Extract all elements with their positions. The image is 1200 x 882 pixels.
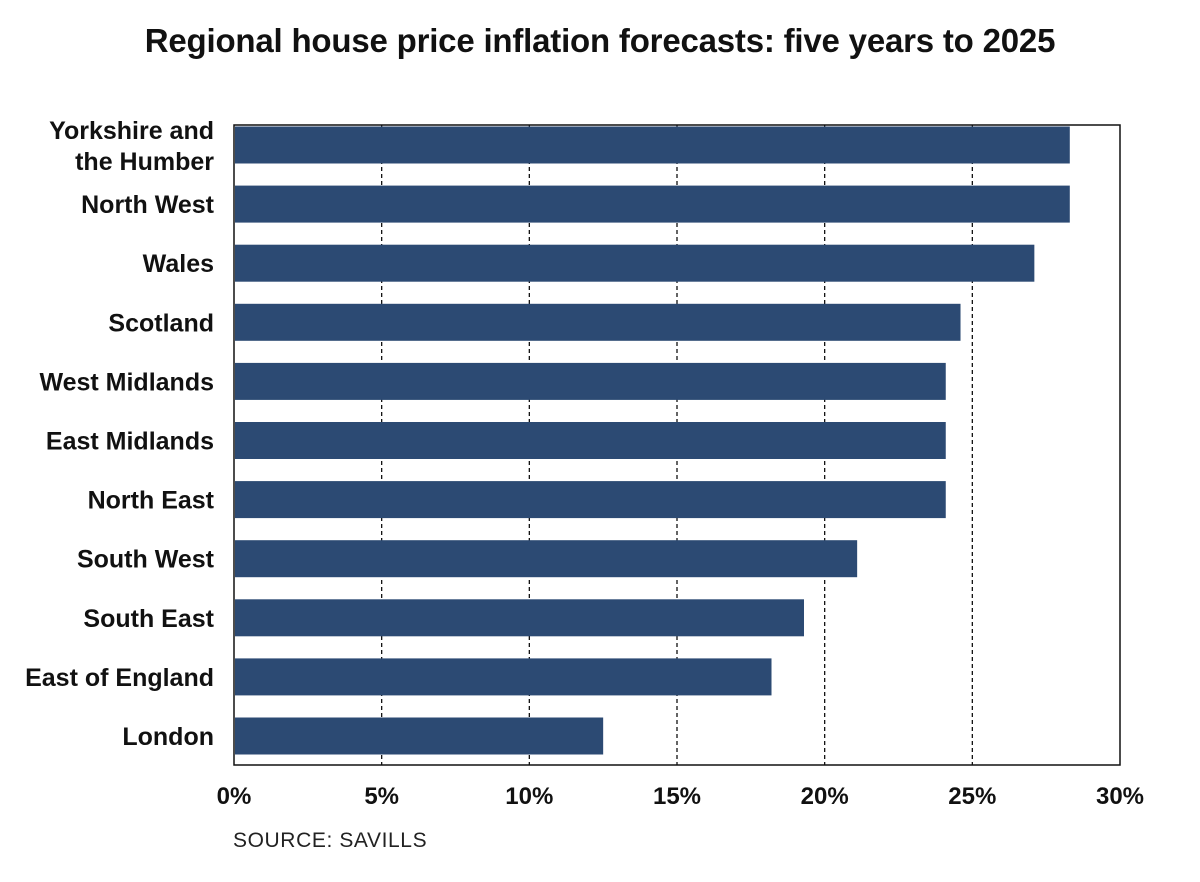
category-label: London [122, 723, 214, 751]
category-label: East of England [25, 664, 214, 692]
bars [235, 126, 1070, 755]
tick-label: 15% [653, 783, 701, 810]
bar-east-midlands [235, 422, 946, 459]
bar-london [235, 717, 604, 755]
tick-labels: 0% 5% 10% 15% 20% 25% 30% [217, 783, 1144, 810]
category-label: North West [81, 191, 215, 219]
bar-scotland [235, 303, 961, 341]
category-labels: Yorkshire and the Humber North West Wales Sc… [25, 117, 215, 751]
category-label: Scotland [108, 309, 214, 337]
category-label: South West [77, 546, 215, 574]
grid-lines [381, 125, 973, 765]
bar-south-east [235, 599, 804, 637]
bar-yorkshire-and-the-humber [235, 126, 1070, 164]
bar-east-of-england [235, 658, 772, 696]
bar-south-west [235, 540, 858, 578]
tick-label: 0% [217, 783, 252, 810]
tick-label: 10% [505, 783, 553, 810]
tick-label: 25% [948, 783, 996, 810]
category-label: North East [88, 487, 215, 515]
bar-north-west [235, 185, 1070, 223]
tick-label: 20% [801, 783, 849, 810]
category-label: Yorkshire and the Humber [49, 117, 214, 176]
tick-label: 5% [364, 783, 399, 810]
category-label: East Midlands [46, 428, 214, 456]
category-label: Wales [143, 250, 214, 278]
source-note: SOURCE: SAVILLS [233, 829, 428, 852]
category-label: West Midlands [39, 368, 214, 396]
tick-label: 30% [1096, 783, 1144, 810]
plot-frame [233, 124, 1121, 766]
category-label: South East [83, 605, 214, 633]
chart-title: Regional house price inflation forecasts… [144, 22, 1056, 59]
bar-wales [235, 244, 1035, 282]
bar-west-midlands [235, 362, 946, 400]
bar-north-east [235, 481, 946, 519]
